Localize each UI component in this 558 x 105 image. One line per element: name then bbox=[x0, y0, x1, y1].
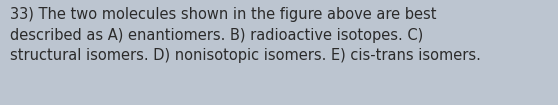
Text: 33) The two molecules shown in the figure above are best
described as A) enantio: 33) The two molecules shown in the figur… bbox=[10, 7, 481, 63]
